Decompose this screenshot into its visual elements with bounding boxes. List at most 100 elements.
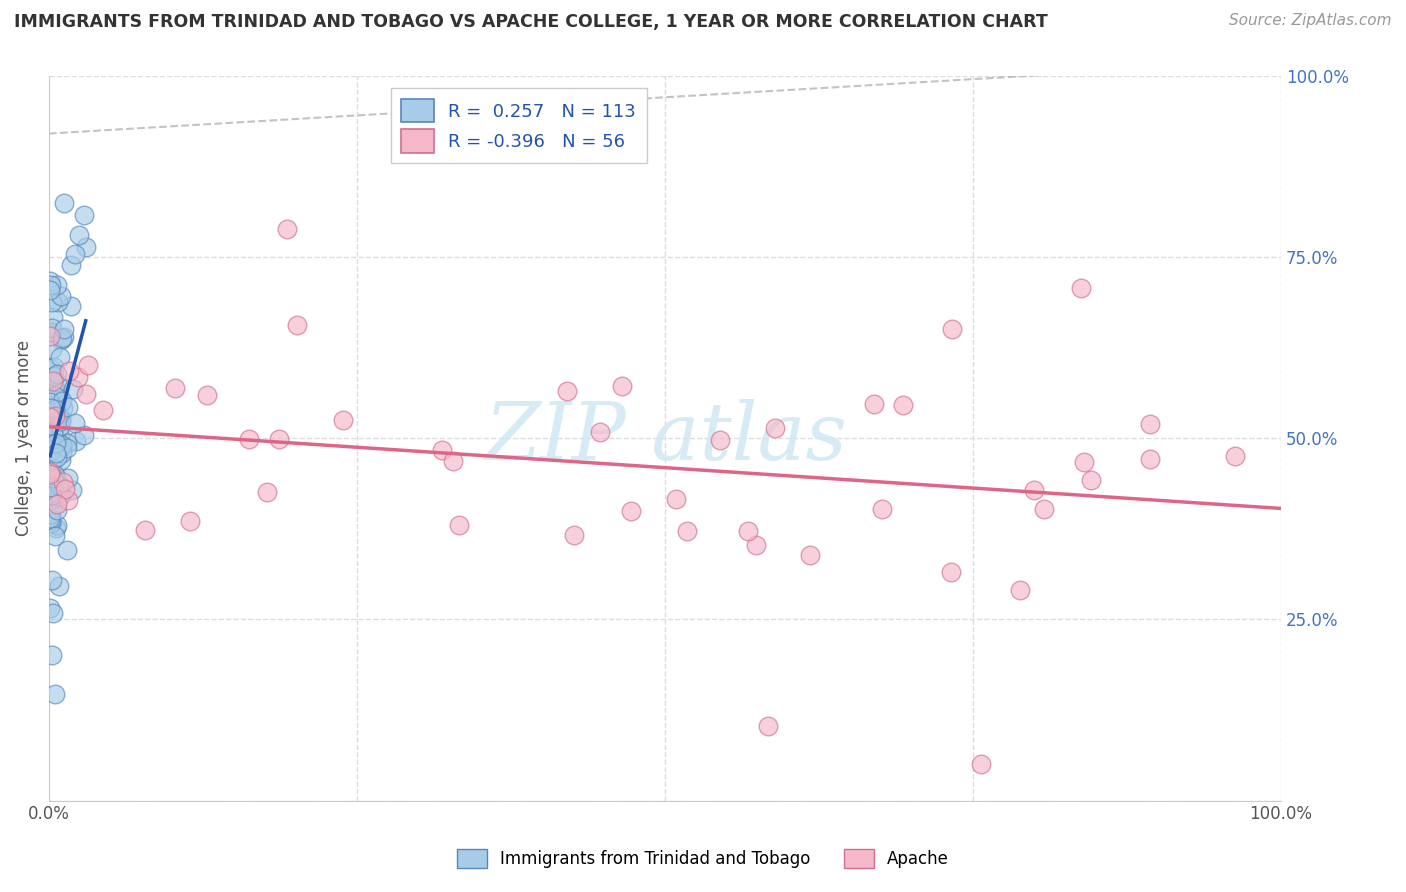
Point [562, 528, 585, 542]
Point [447, 517, 470, 532]
Point [46, 433, 69, 447]
Point [39, 283, 62, 297]
Point [39, 326, 62, 340]
Point [39, 445, 62, 459]
Point [39, 418, 62, 433]
Text: ZIP atlas: ZIP atlas [484, 400, 846, 477]
Point [44, 409, 66, 423]
Point [60, 483, 83, 497]
Point [1070, 280, 1092, 294]
Point [45, 521, 67, 535]
Point [41, 409, 63, 423]
Point [430, 443, 453, 458]
Point [41, 457, 63, 471]
Point [39, 405, 62, 419]
Point [42, 441, 65, 455]
Point [49, 419, 72, 434]
Point [44, 445, 66, 459]
Legend: Immigrants from Trinidad and Tobago, Apache: Immigrants from Trinidad and Tobago, Apa… [450, 842, 956, 875]
Point [62, 382, 84, 396]
Point [676, 524, 699, 539]
Point [39, 328, 62, 343]
Point [42, 467, 65, 482]
Point [63, 416, 86, 430]
Point [49, 489, 72, 503]
Point [39, 437, 62, 451]
Point [41, 401, 63, 415]
Text: Source: ZipAtlas.com: Source: ZipAtlas.com [1229, 13, 1392, 29]
Point [49, 488, 72, 502]
Point [56, 442, 79, 456]
Point [39, 516, 62, 531]
Point [42, 471, 65, 485]
Point [76, 358, 98, 372]
Point [870, 501, 893, 516]
Point [42, 369, 65, 384]
Point [39, 467, 62, 481]
Point [612, 379, 634, 393]
Point [39, 511, 62, 525]
Point [863, 397, 886, 411]
Point [39, 488, 62, 502]
Point [44, 382, 66, 396]
Point [53, 196, 76, 211]
Point [75, 240, 97, 254]
Point [1080, 474, 1102, 488]
Point [51, 401, 73, 416]
Point [51, 438, 73, 452]
Point [44, 401, 66, 416]
Point [46, 482, 69, 496]
Point [58, 364, 80, 378]
Point [756, 718, 779, 732]
Point [49, 414, 72, 428]
Point [42, 374, 65, 388]
Point [557, 384, 579, 398]
Point [56, 436, 79, 450]
Point [44, 688, 66, 702]
Point [39, 601, 62, 615]
Point [1008, 582, 1031, 597]
Point [41, 295, 63, 310]
Point [41, 573, 63, 587]
Point [53, 322, 76, 336]
Point [39, 481, 62, 495]
Point [41, 488, 63, 502]
Point [332, 413, 354, 427]
Point [441, 454, 464, 468]
Point [45, 412, 67, 426]
Point [709, 433, 731, 447]
Point [39, 465, 62, 479]
Point [49, 441, 72, 455]
Point [51, 446, 73, 460]
Point [620, 504, 643, 518]
Point [56, 543, 79, 558]
Point [44, 389, 66, 403]
Point [285, 318, 308, 333]
Point [63, 247, 86, 261]
Point [41, 648, 63, 663]
Point [48, 478, 70, 492]
Point [46, 294, 69, 309]
Point [39, 484, 62, 499]
Point [73, 208, 96, 222]
Point [66, 369, 89, 384]
Point [48, 579, 70, 593]
Point [44, 529, 66, 543]
Point [39, 410, 62, 425]
Legend: R =  0.257   N = 113, R = -0.396   N = 56: R = 0.257 N = 113, R = -0.396 N = 56 [391, 88, 647, 163]
Point [276, 222, 298, 236]
Point [65, 434, 87, 449]
Point [41, 409, 63, 423]
Point [39, 442, 62, 457]
Point [59, 299, 82, 313]
Point [73, 427, 96, 442]
Point [1139, 417, 1161, 432]
Point [46, 497, 69, 511]
Point [39, 406, 62, 420]
Point [39, 452, 62, 467]
Point [179, 514, 201, 528]
Point [75, 387, 97, 401]
Point [165, 380, 187, 394]
Point [45, 393, 67, 408]
Point [44, 436, 66, 450]
